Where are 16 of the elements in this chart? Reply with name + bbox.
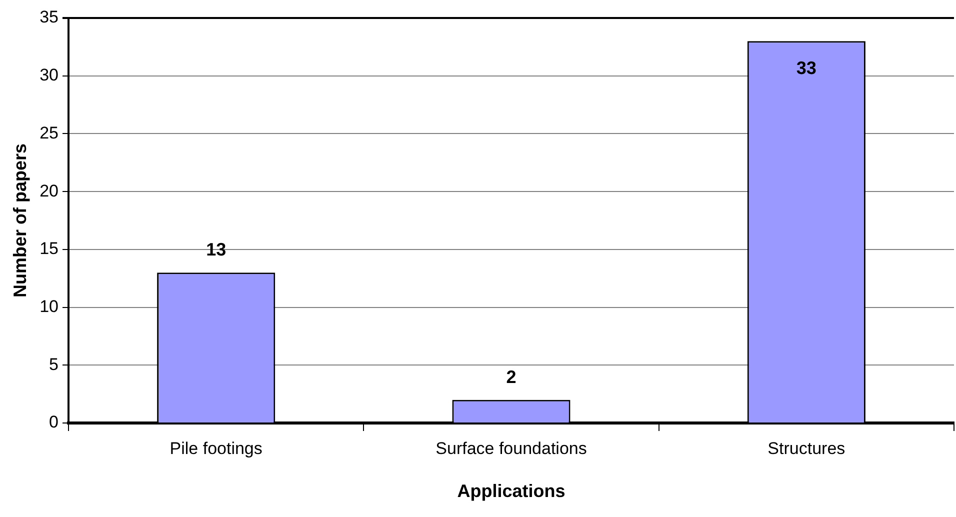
y-tick-label: 30 <box>40 66 59 85</box>
data-label: 2 <box>506 366 516 387</box>
y-tick-label: 0 <box>49 412 59 432</box>
y-tick-label: 25 <box>40 123 59 142</box>
data-label: 33 <box>796 58 816 78</box>
y-tick-label: 5 <box>49 354 59 374</box>
x-tick-label: Pile footings <box>170 438 262 458</box>
x-axis-title: Applications <box>457 481 566 502</box>
y-tick-label: 35 <box>40 8 59 27</box>
y-axis-title: Number of papers <box>10 143 30 298</box>
data-label: 13 <box>206 240 226 260</box>
y-tick-label: 20 <box>40 181 59 200</box>
x-tick-label: Surface foundations <box>436 438 587 458</box>
x-tick-label: Structures <box>768 438 846 458</box>
y-tick-label: 10 <box>40 296 59 316</box>
y-tick-label: 15 <box>40 239 59 258</box>
